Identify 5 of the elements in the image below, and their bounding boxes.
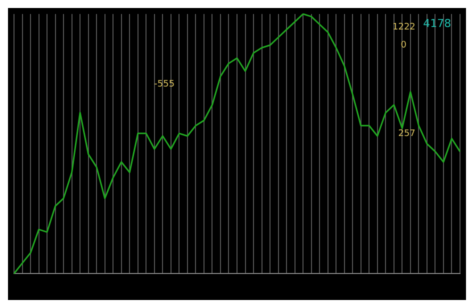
annotation: 1222 xyxy=(392,22,416,32)
annotation: -555 xyxy=(154,79,175,90)
annotation: 0 xyxy=(400,40,407,50)
annotation: 4178 xyxy=(423,17,452,30)
annotation: 257 xyxy=(398,128,416,139)
